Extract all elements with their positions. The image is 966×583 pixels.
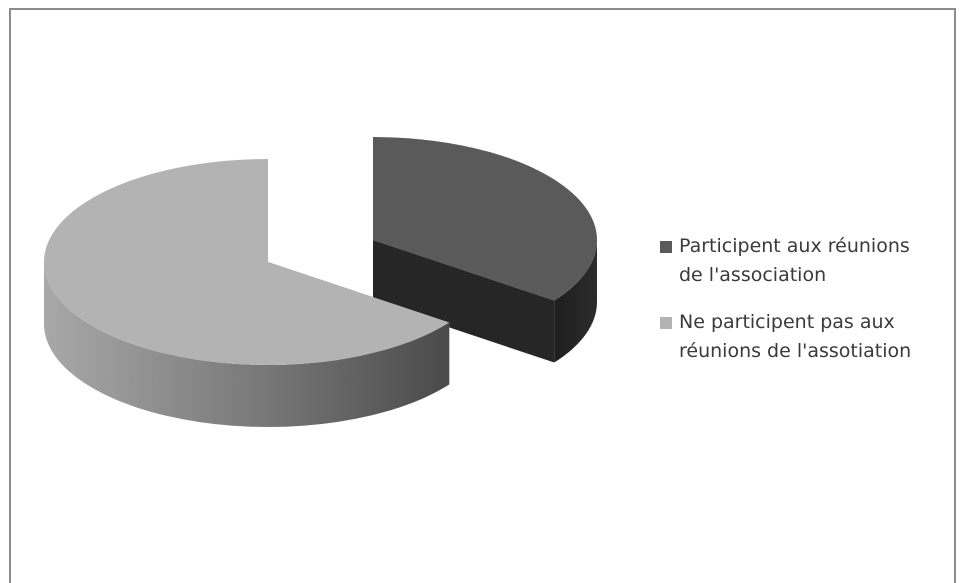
legend-swatch-0 — [660, 241, 672, 253]
pie-slice-wall-0 — [554, 240, 597, 363]
pie-slice-wall-1 — [44, 262, 450, 427]
pie-slice-0 — [373, 137, 597, 301]
pie-slice-cut-0-1 — [373, 240, 555, 363]
legend-label-1: Ne participent pas aux réunions de l'ass… — [679, 311, 912, 362]
pie-slice-1 — [43, 159, 450, 365]
legend-entry-1: Ne participent pas aux réunions de l'ass… — [660, 308, 960, 366]
chart-legend: Participent aux réunions de l'associatio… — [660, 232, 960, 384]
legend-label-0: Participent aux réunions de l'associatio… — [679, 235, 910, 286]
pie-slice-side-0 — [373, 240, 597, 363]
legend-swatch-1 — [660, 317, 672, 329]
legend-entry-0: Participent aux réunions de l'associatio… — [660, 232, 960, 290]
